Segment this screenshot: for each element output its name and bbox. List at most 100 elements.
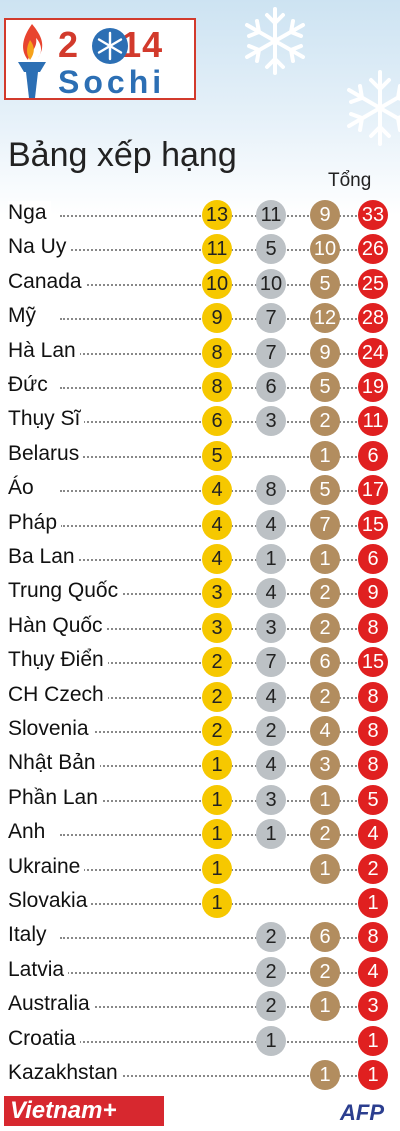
table-row: Slovenia 2 2 4 8 bbox=[0, 714, 400, 748]
torch-icon bbox=[18, 24, 46, 98]
row-leader-line bbox=[60, 937, 373, 940]
bronze-count: 2 bbox=[310, 956, 340, 987]
table-row: Italy 2 6 8 bbox=[0, 920, 400, 954]
total-count: 26 bbox=[358, 234, 388, 265]
snowflake-o-icon bbox=[92, 28, 128, 64]
country-name: Hà Lan bbox=[8, 338, 80, 363]
country-name: Trung Quốc bbox=[8, 579, 123, 604]
silver-count: 4 bbox=[256, 750, 286, 781]
country-name: Italy bbox=[8, 923, 51, 948]
table-row: Belarus 5 1 6 bbox=[0, 439, 400, 473]
table-row: Kazakhstan 1 1 bbox=[0, 1058, 400, 1092]
bronze-count: 5 bbox=[310, 372, 340, 402]
row-leader-line bbox=[60, 971, 373, 974]
snowflake-icon bbox=[245, 7, 305, 75]
row-leader-line bbox=[60, 1075, 373, 1077]
silver-count: 3 bbox=[256, 612, 286, 643]
country-name: Đức bbox=[8, 373, 52, 397]
country-name: CH Czech bbox=[8, 682, 108, 707]
country-name: Australia bbox=[8, 992, 94, 1017]
total-count: 1 bbox=[358, 1060, 388, 1090]
country-name: Kazakhstan bbox=[8, 1061, 122, 1085]
total-column-header: Tổng bbox=[328, 170, 372, 191]
country-name: Slovenia bbox=[8, 717, 93, 741]
table-row: Thụy Sĩ 6 3 2 11 bbox=[0, 404, 400, 438]
bronze-count: 3 bbox=[310, 750, 340, 781]
total-count: 1 bbox=[358, 1025, 388, 1056]
table-row: Ba Lan 4 1 1 6 bbox=[0, 542, 400, 576]
country-name: Croatia bbox=[8, 1026, 80, 1051]
bronze-count: 2 bbox=[310, 578, 340, 609]
country-name: Thụy Điển bbox=[8, 648, 108, 673]
silver-count: 3 bbox=[256, 406, 286, 437]
snowflake-icon bbox=[347, 70, 400, 146]
total-count: 6 bbox=[358, 440, 388, 471]
total-count: 28 bbox=[358, 303, 388, 334]
table-row: Latvia 2 2 4 bbox=[0, 955, 400, 989]
bronze-count: 6 bbox=[310, 647, 340, 678]
total-count: 15 bbox=[358, 509, 388, 540]
silver-count: 2 bbox=[256, 922, 286, 953]
total-count: 33 bbox=[358, 200, 388, 230]
table-row: Australia 2 1 3 bbox=[0, 989, 400, 1023]
bronze-count: 10 bbox=[310, 234, 340, 265]
gold-count: 10 bbox=[202, 268, 232, 299]
gold-count: 1 bbox=[202, 784, 232, 815]
silver-count: 5 bbox=[256, 234, 286, 265]
gold-count: 1 bbox=[202, 750, 232, 781]
table-row: Canada 10 10 5 25 bbox=[0, 267, 400, 301]
country-name: Belarus bbox=[8, 441, 84, 466]
total-count: 19 bbox=[358, 372, 388, 402]
country-name: Anh bbox=[8, 820, 50, 845]
total-count: 8 bbox=[358, 750, 388, 781]
bronze-count: 1 bbox=[310, 853, 340, 884]
gold-count: 4 bbox=[202, 475, 232, 506]
total-count: 8 bbox=[358, 716, 388, 746]
silver-count: 1 bbox=[256, 819, 286, 850]
total-count: 4 bbox=[358, 956, 388, 987]
silver-count: 1 bbox=[256, 1025, 286, 1056]
silver-count: 10 bbox=[256, 268, 286, 299]
country-name: Nhật Bản bbox=[8, 751, 100, 776]
table-row: Croatia 1 1 bbox=[0, 1024, 400, 1058]
country-name: Ukraine bbox=[8, 854, 85, 879]
bronze-count: 2 bbox=[310, 819, 340, 850]
country-name: Slovakia bbox=[8, 889, 92, 913]
silver-count: 3 bbox=[256, 784, 286, 815]
gold-count: 1 bbox=[202, 819, 232, 850]
gold-count: 3 bbox=[202, 578, 232, 609]
country-name: Phần Lan bbox=[8, 785, 102, 810]
gold-count: 6 bbox=[202, 406, 232, 437]
silver-count: 1 bbox=[256, 544, 286, 574]
country-name: Áo bbox=[8, 476, 38, 501]
vietnamplus-logo: Vietnam+ bbox=[4, 1096, 164, 1126]
bronze-count: 2 bbox=[310, 681, 340, 712]
table-row: Mỹ 9 7 12 28 bbox=[0, 301, 400, 335]
bronze-count: 4 bbox=[310, 716, 340, 746]
table-row: Hà Lan 8 7 9 24 bbox=[0, 336, 400, 370]
silver-count: 8 bbox=[256, 475, 286, 506]
bronze-count: 9 bbox=[310, 337, 340, 368]
table-row: Ukraine 1 1 2 bbox=[0, 852, 400, 886]
silver-count: 4 bbox=[256, 681, 286, 712]
bronze-count: 1 bbox=[310, 784, 340, 815]
total-count: 8 bbox=[358, 681, 388, 712]
bronze-count: 1 bbox=[310, 991, 340, 1022]
silver-count: 7 bbox=[256, 303, 286, 334]
country-name: Latvia bbox=[8, 957, 69, 982]
total-count: 9 bbox=[358, 578, 388, 609]
table-row: Trung Quốc 3 4 2 9 bbox=[0, 576, 400, 610]
gold-count: 8 bbox=[202, 372, 232, 402]
page-title: Bảng xếp hạng bbox=[8, 136, 237, 174]
silver-count: 4 bbox=[256, 509, 286, 540]
table-row: Slovakia 1 1 bbox=[0, 886, 400, 920]
gold-count: 1 bbox=[202, 888, 232, 918]
bronze-count: 2 bbox=[310, 406, 340, 437]
gold-count: 1 bbox=[202, 853, 232, 884]
table-row: Áo 4 8 5 17 bbox=[0, 473, 400, 507]
country-name: Pháp bbox=[8, 510, 62, 535]
bronze-count: 1 bbox=[310, 544, 340, 574]
silver-count: 2 bbox=[256, 956, 286, 987]
gold-count: 5 bbox=[202, 440, 232, 471]
